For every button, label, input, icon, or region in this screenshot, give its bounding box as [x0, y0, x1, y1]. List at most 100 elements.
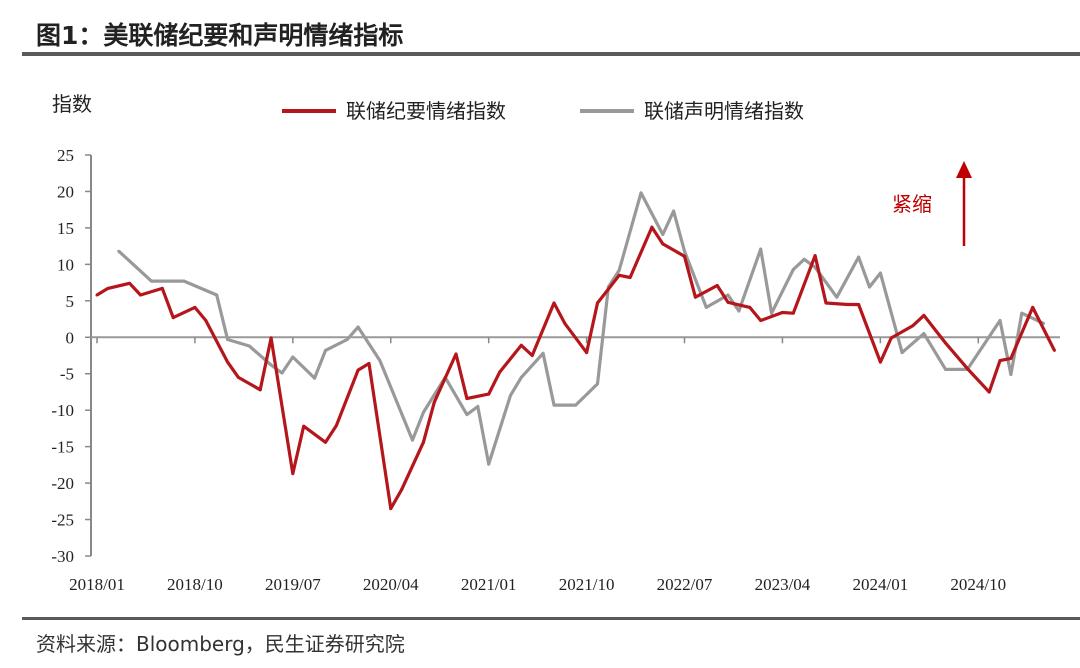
- data-point: [683, 249, 687, 253]
- data-point: [791, 267, 795, 271]
- x-tick-label: 2020/04: [363, 575, 419, 594]
- data-point: [726, 293, 730, 297]
- data-point: [204, 319, 208, 323]
- y-tick-label: 5: [66, 292, 75, 311]
- data-point: [889, 336, 893, 340]
- data-point: [291, 472, 295, 476]
- arrow-head-icon: [956, 161, 972, 178]
- data-point: [944, 367, 948, 371]
- series-line-minutes: [96, 225, 1056, 511]
- data-point: [878, 271, 882, 275]
- data-point: [759, 319, 763, 323]
- data-point: [530, 354, 534, 357]
- data-point: [857, 255, 861, 259]
- data-point: [465, 413, 469, 417]
- data-point: [650, 225, 654, 229]
- data-point: [628, 275, 632, 279]
- y-tick-label: 25: [57, 146, 74, 165]
- data-point: [748, 305, 752, 309]
- data-point: [563, 321, 567, 325]
- data-point: [128, 281, 132, 285]
- data-point: [345, 337, 349, 341]
- data-point: [595, 382, 599, 386]
- data-point: [617, 268, 621, 272]
- data-point: [585, 351, 589, 355]
- data-point: [247, 344, 251, 348]
- data-point: [519, 343, 523, 347]
- x-tick-label: 2024/01: [852, 575, 908, 594]
- data-point: [323, 348, 327, 352]
- data-point: [759, 247, 763, 251]
- data-point: [487, 392, 491, 396]
- data-point: [487, 462, 491, 466]
- data-point: [824, 301, 828, 305]
- data-point: [519, 375, 523, 379]
- data-point: [574, 403, 578, 407]
- data-point: [269, 363, 273, 367]
- data-point: [987, 390, 991, 394]
- x-tick-label: 2023/04: [755, 575, 811, 594]
- data-point: [857, 302, 861, 306]
- data-point: [149, 279, 153, 283]
- data-point: [215, 293, 219, 297]
- y-axis-label: 指数: [52, 92, 92, 116]
- x-tick-label: 2021/01: [461, 575, 517, 594]
- legend-label-minutes: 联储纪要情绪指数: [346, 99, 506, 123]
- data-point: [139, 293, 143, 297]
- data-point: [508, 394, 512, 398]
- data-point: [835, 295, 839, 299]
- x-tick-label: 2019/07: [265, 575, 321, 594]
- y-tick-label: -10: [51, 401, 74, 420]
- data-point: [878, 360, 882, 364]
- y-tick-label: -15: [51, 438, 74, 457]
- data-point: [182, 279, 186, 283]
- y-tick-label: 10: [57, 255, 74, 274]
- data-point: [770, 311, 774, 315]
- data-point: [595, 301, 599, 305]
- data-point: [802, 257, 806, 261]
- data-point: [236, 375, 240, 379]
- data-point: [421, 440, 425, 444]
- data-point: [378, 359, 382, 363]
- data-point: [1009, 356, 1013, 360]
- data-point: [160, 286, 164, 290]
- data-point: [639, 191, 643, 195]
- data-point: [900, 351, 904, 355]
- data-point: [998, 319, 1002, 323]
- data-point: [661, 242, 665, 246]
- data-point: [117, 249, 121, 253]
- data-point: [291, 355, 295, 359]
- y-tick-label: 15: [57, 219, 74, 238]
- data-point: [421, 410, 425, 414]
- source-divider: [22, 617, 1080, 620]
- data-point: [367, 362, 371, 366]
- data-point: [323, 440, 327, 444]
- x-tick-label: 2024/10: [950, 575, 1006, 594]
- data-point: [911, 324, 915, 328]
- data-point: [541, 351, 545, 355]
- y-tick-label: -5: [60, 365, 74, 384]
- series-line-statement: [117, 191, 1045, 466]
- data-point: [498, 370, 502, 374]
- data-point: [258, 388, 262, 392]
- y-tick-label: -20: [51, 474, 74, 493]
- x-tick-label: 2018/10: [167, 575, 223, 594]
- data-point: [95, 293, 99, 297]
- x-tick-label: 2018/01: [69, 575, 125, 594]
- y-tick-label: -25: [51, 511, 74, 530]
- data-point: [432, 400, 436, 404]
- data-point: [356, 325, 360, 329]
- data-point: [813, 265, 817, 269]
- data-point: [476, 405, 480, 409]
- data-point: [944, 341, 948, 345]
- data-point: [922, 332, 926, 336]
- data-point: [791, 311, 795, 315]
- data-point: [867, 285, 871, 289]
- data-point: [302, 424, 306, 428]
- tightening-annotation: 紧缩: [892, 161, 972, 246]
- legend: 联储纪要情绪指数 联储声明情绪指数: [282, 99, 804, 123]
- chart-title: 图1：美联储纪要和声明情绪指标: [36, 21, 404, 50]
- data-point: [715, 284, 719, 288]
- data-point: [389, 507, 393, 511]
